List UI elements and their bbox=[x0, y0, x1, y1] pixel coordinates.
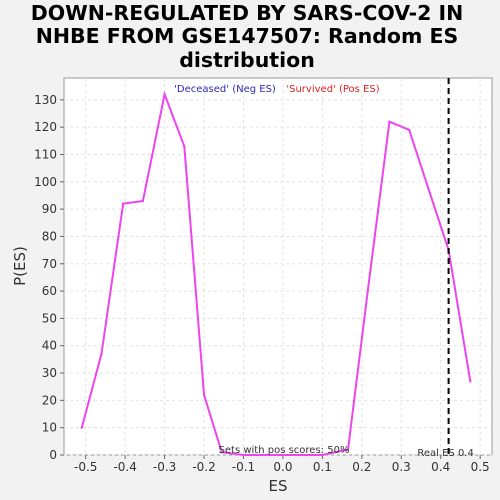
x-tick-label: -0.5 bbox=[74, 460, 97, 474]
series-point bbox=[141, 199, 145, 203]
y-tick-label: 40 bbox=[42, 339, 57, 353]
series-point bbox=[388, 120, 391, 123]
series-point bbox=[407, 128, 411, 132]
y-tick-label: 20 bbox=[42, 393, 57, 407]
series-point bbox=[366, 289, 369, 293]
chart-title: DOWN-REGULATED BY SARS-COV-2 IN NHBE FRO… bbox=[31, 1, 464, 72]
y-axis-ticks: 0 10 20 30 40 50 60 70 80 90 100 110 120 130 bbox=[34, 93, 64, 462]
series-line bbox=[80, 90, 472, 456]
legend-neg-es: 'Deceased' (Neg ES) bbox=[174, 84, 276, 95]
x-tick-label: 0.2 bbox=[352, 460, 371, 474]
y-tick-label: 100 bbox=[34, 175, 57, 189]
plot-area bbox=[63, 77, 493, 456]
x-tick-label: 0.4 bbox=[431, 460, 450, 474]
series-point bbox=[469, 380, 472, 383]
y-tick-label: 50 bbox=[42, 311, 57, 325]
series-point bbox=[321, 453, 324, 457]
x-tick-label: 0.3 bbox=[392, 460, 411, 474]
legend: 'Deceased' (Neg ES) 'Survived' (Pos ES) bbox=[174, 84, 380, 95]
chart-title-line-3: distribution bbox=[179, 48, 315, 72]
y-tick-label: 130 bbox=[34, 93, 57, 107]
x-tick-label: -0.3 bbox=[153, 460, 176, 474]
series-point bbox=[202, 393, 206, 397]
series-points bbox=[80, 93, 472, 457]
x-tick-label: -0.1 bbox=[232, 460, 255, 474]
series-point bbox=[242, 453, 245, 457]
x-tick-label: 0.1 bbox=[313, 460, 332, 474]
y-tick-label: 30 bbox=[42, 366, 57, 380]
series-point bbox=[100, 352, 103, 356]
y-tick-label: 120 bbox=[34, 120, 57, 134]
y-tick-label: 0 bbox=[49, 448, 57, 462]
legend-pos-es: 'Survived' (Pos ES) bbox=[286, 84, 379, 95]
x-tick-label: 0.0 bbox=[273, 460, 292, 474]
y-axis-label: P(ES) bbox=[11, 246, 29, 286]
series-point bbox=[183, 145, 186, 148]
y-tick-label: 60 bbox=[42, 284, 57, 298]
series-point bbox=[281, 453, 285, 457]
y-tick-label: 110 bbox=[34, 147, 57, 161]
series-point bbox=[262, 453, 265, 457]
x-tick-label: 0.5 bbox=[471, 460, 490, 474]
grid-lines bbox=[64, 78, 492, 456]
series-point bbox=[121, 202, 125, 205]
x-tick-label: -0.4 bbox=[113, 460, 136, 474]
y-tick-label: 90 bbox=[42, 202, 57, 216]
y-tick-label: 10 bbox=[42, 421, 57, 435]
series-point bbox=[163, 93, 166, 96]
pos-scores-annotation: Sets with pos scores: 50% bbox=[219, 445, 350, 456]
series-point bbox=[301, 453, 304, 457]
y-tick-label: 80 bbox=[42, 229, 57, 243]
y-tick-label: 70 bbox=[42, 257, 57, 271]
series-point bbox=[220, 451, 223, 454]
series-point bbox=[346, 448, 350, 451]
x-tick-label: -0.2 bbox=[192, 460, 215, 474]
chart-title-line-2: NHBE FROM GSE147507: Random ES bbox=[36, 24, 459, 48]
x-axis-ticks: -0.5 -0.4 -0.3 -0.2 -0.1 0.0 0.1 0.2 0.3 0.4 0.5 bbox=[74, 455, 490, 474]
series-point bbox=[80, 426, 83, 429]
x-axis-label: ES bbox=[269, 477, 288, 495]
series-point bbox=[427, 188, 431, 192]
chart-title-line-1: DOWN-REGULATED BY SARS-COV-2 IN bbox=[31, 1, 464, 25]
real-es-label: Real ES 0.4 bbox=[417, 448, 473, 459]
